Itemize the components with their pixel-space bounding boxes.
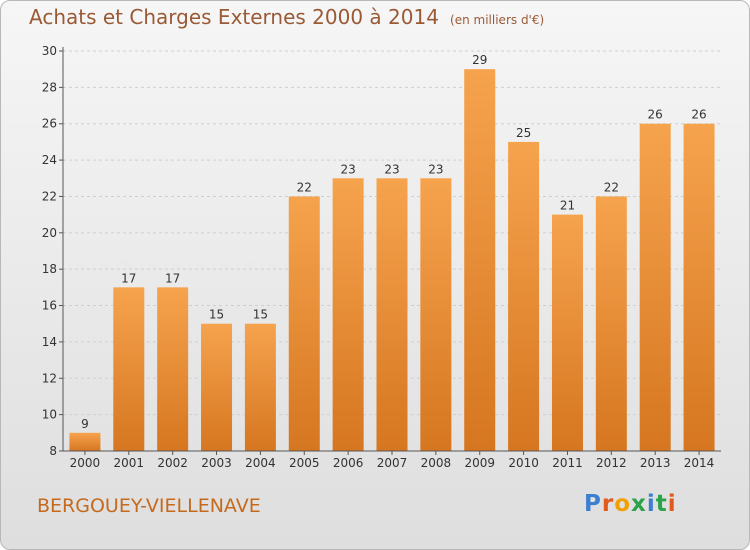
data-label: 17 — [165, 271, 180, 285]
x-tick-label: 2014 — [684, 456, 715, 470]
y-tick-label: 14 — [42, 335, 57, 349]
y-tick-label: 28 — [42, 80, 57, 94]
y-tick-label: 10 — [42, 408, 57, 422]
x-tick-label: 2001 — [114, 456, 145, 470]
x-tick-label: 2010 — [508, 456, 539, 470]
x-tick-label: 2013 — [640, 456, 671, 470]
bar — [244, 323, 276, 451]
data-label: 22 — [297, 180, 312, 194]
y-tick-label: 20 — [42, 226, 57, 240]
logo-letter: o — [614, 491, 632, 517]
bar — [376, 178, 408, 452]
data-label: 15 — [209, 308, 224, 322]
logo-letter: i — [646, 491, 656, 517]
x-tick-label: 2000 — [70, 456, 101, 470]
data-label: 23 — [340, 162, 355, 176]
data-label: 17 — [121, 271, 136, 285]
x-tick-label: 2012 — [596, 456, 627, 470]
x-tick-label: 2005 — [289, 456, 320, 470]
y-tick-label: 24 — [42, 153, 57, 167]
bar — [288, 196, 320, 451]
y-tick-label: 22 — [42, 189, 57, 203]
x-tick-label: 2008 — [421, 456, 452, 470]
bar — [69, 432, 101, 451]
data-label: 26 — [691, 108, 706, 122]
x-tick-label: 2003 — [201, 456, 232, 470]
bar — [420, 178, 452, 452]
y-tick-label: 18 — [42, 262, 57, 276]
unit-note: (en milliers d'€) — [450, 13, 545, 27]
bar — [551, 214, 583, 451]
data-label: 23 — [428, 162, 443, 176]
x-tick-label: 2009 — [464, 456, 495, 470]
data-label: 22 — [604, 180, 619, 194]
bar — [683, 123, 715, 452]
bar — [508, 141, 540, 451]
logo-letter: r — [601, 491, 615, 517]
x-tick-label: 2011 — [552, 456, 583, 470]
x-tick-label: 2006 — [333, 456, 364, 470]
data-label: 25 — [516, 126, 531, 140]
bar — [464, 69, 496, 451]
data-label: 26 — [648, 108, 663, 122]
bar — [639, 123, 671, 452]
data-label: 21 — [560, 199, 575, 213]
logo-letter: i — [667, 491, 677, 517]
bar — [157, 287, 189, 451]
x-tick-label: 2004 — [245, 456, 276, 470]
bar — [595, 196, 627, 451]
data-label: 15 — [253, 308, 268, 322]
bar — [332, 178, 364, 452]
bar — [201, 323, 233, 451]
data-label: 23 — [384, 162, 399, 176]
commune-name: BERGOUEY-VIELLENAVE — [37, 495, 261, 517]
data-label: 29 — [472, 53, 487, 67]
bars: 9 17 17 15 15 22 23 23 23 29 25 21 22 26 26 — [69, 53, 715, 452]
logo-letter: x — [631, 491, 647, 517]
logo-letter: P — [584, 491, 602, 517]
chart-title: Achats et Charges Externes 2000 à 2014 — [29, 5, 439, 29]
chart-title-block: Achats et Charges Externes 2000 à 2014 (… — [29, 5, 544, 29]
logo-letter: t — [655, 491, 668, 517]
y-tick-label: 12 — [42, 371, 57, 385]
y-tick-label: 8 — [49, 444, 57, 458]
bar — [113, 287, 145, 451]
proxiti-logo: Proxiti — [584, 491, 677, 517]
data-label: 9 — [81, 417, 89, 431]
x-tick-label: 2007 — [377, 456, 408, 470]
y-tick-label: 26 — [42, 117, 57, 131]
x-tick-label: 2002 — [157, 456, 188, 470]
y-tick-label: 30 — [42, 44, 57, 58]
y-tick-label: 16 — [42, 299, 57, 313]
axes: 8 10 12 14 16 18 20 22 24 26 28 30 2000 2001 2002 2003 2… — [42, 44, 721, 470]
